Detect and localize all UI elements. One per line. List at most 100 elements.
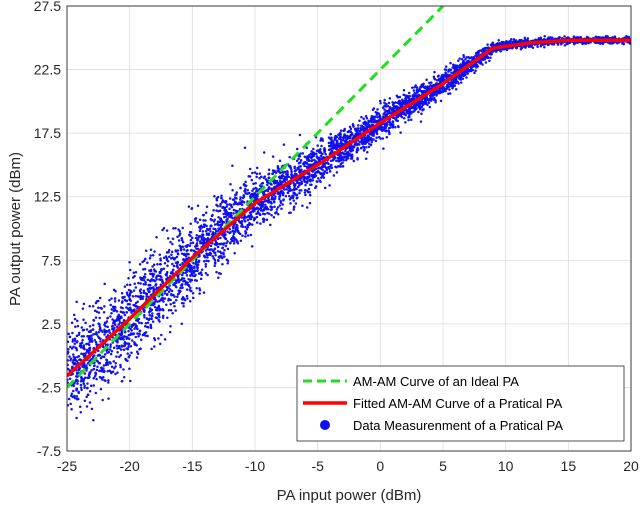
data-point <box>333 138 337 141</box>
data-point <box>266 189 270 193</box>
data-point <box>220 218 223 222</box>
data-point <box>251 195 255 198</box>
data-point <box>343 127 346 131</box>
data-point <box>481 57 485 60</box>
data-point <box>429 96 432 100</box>
data-point <box>119 363 122 367</box>
data-point <box>73 317 77 321</box>
data-point <box>153 250 156 253</box>
data-point <box>122 344 126 348</box>
data-point <box>96 365 99 368</box>
data-point <box>204 249 208 252</box>
data-point <box>213 223 217 226</box>
data-point <box>255 166 259 170</box>
data-point <box>362 117 365 121</box>
data-point <box>232 234 235 238</box>
data-point <box>195 244 198 247</box>
data-point <box>172 258 176 261</box>
data-point <box>123 295 126 299</box>
data-point <box>366 151 369 154</box>
data-point <box>454 88 458 91</box>
data-point <box>613 36 616 39</box>
data-point <box>239 239 243 243</box>
data-point <box>163 292 167 295</box>
data-point <box>113 321 116 324</box>
data-point <box>407 91 411 95</box>
data-point <box>207 259 210 263</box>
data-point <box>283 175 287 179</box>
data-point <box>376 108 379 111</box>
data-point <box>117 299 121 302</box>
data-point <box>160 268 163 271</box>
data-point <box>338 135 342 139</box>
data-point <box>216 259 220 262</box>
data-point <box>175 265 179 268</box>
data-point <box>388 106 392 109</box>
data-point <box>299 158 303 162</box>
data-point <box>447 92 450 96</box>
data-point <box>258 172 262 175</box>
data-point <box>171 312 174 315</box>
data-point <box>117 318 121 322</box>
data-point <box>126 352 129 355</box>
data-point <box>297 161 301 165</box>
data-point <box>156 263 159 266</box>
data-point <box>579 36 583 39</box>
data-point <box>105 320 109 323</box>
data-point <box>601 42 605 46</box>
data-point <box>294 202 298 205</box>
data-point <box>129 299 133 302</box>
data-point <box>133 274 136 278</box>
data-point <box>238 232 242 236</box>
data-point <box>466 55 470 59</box>
data-point <box>95 300 99 303</box>
data-point <box>234 193 237 197</box>
data-point <box>110 308 114 311</box>
data-point <box>344 155 347 158</box>
data-point <box>244 187 247 191</box>
data-point <box>458 77 461 81</box>
data-point <box>144 334 147 337</box>
data-point <box>253 192 257 195</box>
data-point <box>362 145 365 148</box>
data-point <box>226 230 229 234</box>
data-point <box>193 274 197 278</box>
data-point <box>161 316 165 320</box>
data-point <box>410 112 413 115</box>
data-point <box>287 186 291 190</box>
data-point <box>115 355 118 358</box>
data-point <box>244 180 247 184</box>
data-point <box>374 139 378 143</box>
data-point <box>218 242 221 246</box>
data-point <box>99 326 102 330</box>
data-point <box>379 101 382 105</box>
data-point <box>75 378 78 381</box>
data-point <box>108 331 112 334</box>
data-point <box>308 201 312 205</box>
data-point <box>351 133 354 136</box>
data-point <box>323 150 326 154</box>
data-point <box>407 118 410 122</box>
data-point <box>99 356 103 360</box>
data-point <box>372 134 375 138</box>
data-point <box>231 198 235 201</box>
data-point <box>508 40 512 43</box>
data-point <box>343 133 346 136</box>
data-point <box>427 99 430 102</box>
data-point <box>396 124 400 128</box>
data-point <box>149 254 152 257</box>
data-point <box>292 208 296 211</box>
data-point <box>144 283 147 286</box>
data-point <box>195 287 198 290</box>
data-point <box>127 342 131 345</box>
data-point <box>370 140 374 144</box>
data-point <box>220 242 224 246</box>
data-point <box>77 397 80 401</box>
data-point <box>113 305 117 309</box>
data-point <box>413 108 417 112</box>
data-point <box>255 221 259 224</box>
data-point <box>181 226 184 230</box>
data-point <box>255 212 258 216</box>
data-point <box>150 347 153 351</box>
data-point <box>82 365 86 369</box>
